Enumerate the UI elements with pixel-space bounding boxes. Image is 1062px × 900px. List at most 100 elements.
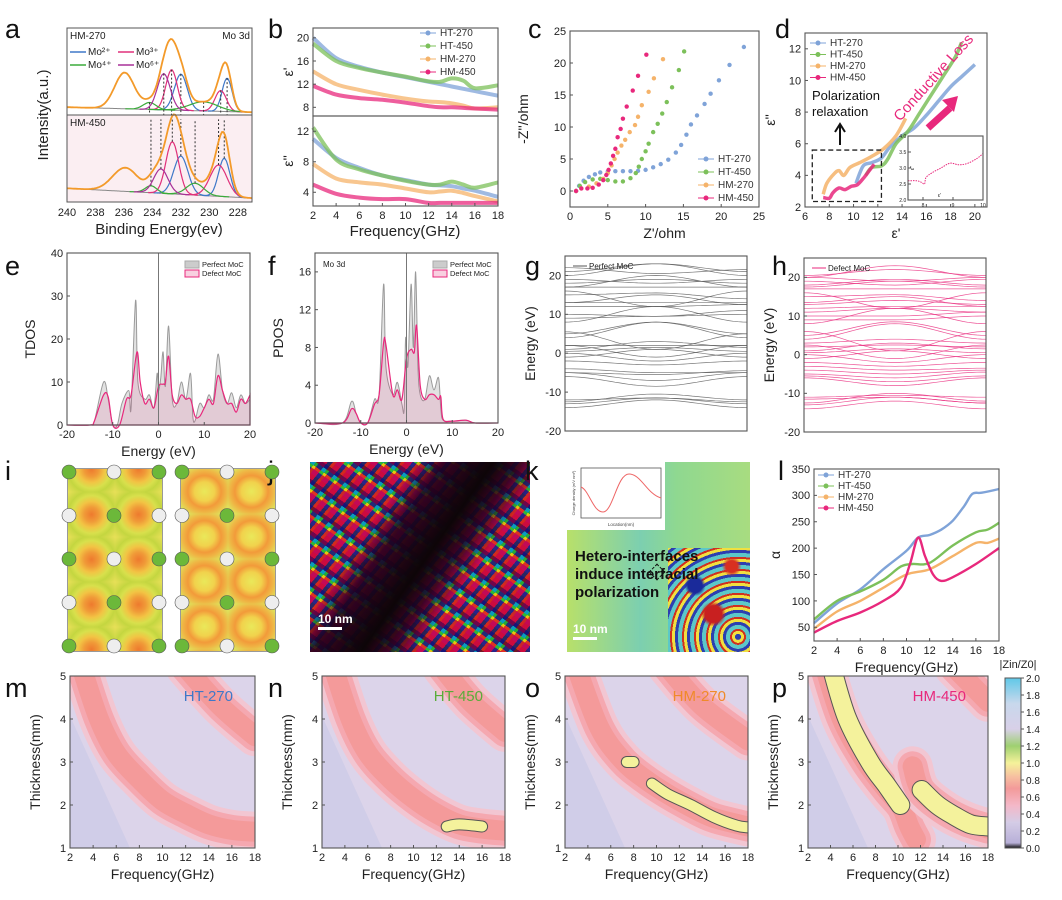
- band-line: [564, 290, 748, 307]
- band-line: [564, 275, 748, 288]
- low-impedance-region: [70, 716, 130, 848]
- legend-label: HM-450: [830, 73, 866, 84]
- x-tick-label: 14: [947, 645, 959, 657]
- y-tick-label: 2: [555, 800, 561, 812]
- band-line: [565, 360, 747, 366]
- data-point-HM-450: [624, 104, 629, 109]
- x-axis-label: Frequency(GHz): [111, 866, 214, 882]
- arrow-up-icon: [834, 122, 846, 145]
- panel-g-band-perfect: -20 -10 0 10 20 Perfect MoC Energy (eV): [522, 255, 748, 438]
- y-tick-label: 5: [60, 671, 66, 683]
- atom-carbon: [61, 638, 77, 654]
- y-tick-label: 250: [792, 517, 810, 529]
- band-line: [564, 263, 748, 272]
- x-tick-label: 2: [805, 852, 811, 864]
- x-tick-label: 18: [993, 645, 1005, 657]
- band-line: [804, 342, 987, 352]
- atom-mo: [219, 638, 235, 654]
- panel-d-cole-cole: 6 8 10 12 14 16 18 20 2 4 6 8 10 12 HT-270HT-450HM-270…: [762, 31, 988, 241]
- x-tick-label: 8: [631, 852, 637, 864]
- sample-label: HT-270: [184, 688, 233, 705]
- y-tick-label: 5: [798, 671, 804, 683]
- panel-label-k: k: [525, 456, 539, 486]
- y-tick-label: 5: [312, 671, 318, 683]
- data-point-HT-270: [708, 91, 713, 96]
- y-axis-label: ε'': [280, 155, 296, 167]
- atom-carbon: [264, 638, 280, 654]
- y-tick-label: 40: [51, 248, 63, 260]
- x-tick-label: 12: [430, 852, 442, 864]
- band-line: [804, 365, 986, 371]
- band-line: [803, 392, 987, 404]
- sample-label: HM-270: [673, 688, 726, 705]
- data-point-HM-270: [635, 114, 641, 119]
- series-HM-270: [813, 537, 1000, 630]
- atom-mo: [264, 508, 280, 523]
- colorbar-tick-label: 1.0: [1026, 759, 1040, 770]
- legend-label: HM-450: [718, 193, 754, 204]
- atom-carbon: [106, 595, 122, 610]
- x-axis-label: Z'/ohm: [643, 225, 685, 241]
- x-tick-label: 12: [673, 852, 685, 864]
- y-tick-label: 0: [560, 186, 566, 198]
- data-point-HT-270: [598, 170, 603, 175]
- data-point-HM-450: [610, 153, 616, 158]
- atom-carbon: [174, 464, 190, 480]
- legend-marker: [425, 69, 431, 75]
- data-point-HT-270: [694, 113, 700, 118]
- data-point-HM-450: [608, 161, 614, 166]
- y-tick-label: 6: [795, 139, 801, 151]
- x-tick-label: 14: [446, 210, 458, 222]
- peak-Mo3+: [148, 140, 198, 196]
- y-tick-label: 350: [792, 464, 810, 476]
- x-tick-label: 14: [937, 852, 949, 864]
- legend-marker: [815, 52, 821, 57]
- matched-region: [646, 778, 748, 833]
- inset-frame: [580, 467, 662, 519]
- x-tick-label: 238: [86, 207, 104, 219]
- conductive-arrow-icon: [925, 105, 953, 131]
- x-tick-label: 10: [399, 210, 411, 222]
- colorbar-tick-label: 0.2: [1026, 827, 1040, 838]
- y-tick-label: 4: [305, 380, 311, 392]
- band-line: [565, 368, 747, 374]
- data-point-HT-270: [741, 44, 747, 50]
- x-tick-label: 10: [847, 211, 859, 223]
- band-line: [803, 292, 987, 309]
- data-point-HT-450: [676, 67, 682, 73]
- y-tick-label: 100: [792, 596, 810, 608]
- x-tick-label: 4: [827, 852, 833, 864]
- panel-label-n: n: [268, 673, 283, 703]
- data-point-HM-450: [613, 146, 618, 151]
- band-line: [804, 265, 986, 278]
- legend-label: HM-450: [440, 67, 476, 78]
- y-axis-label: Thickness(mm): [279, 714, 295, 810]
- panel-label-p: p: [772, 673, 787, 703]
- band-line: [565, 292, 748, 300]
- legend-label: Defect MoC: [202, 269, 242, 278]
- x-tick-label: 25: [753, 211, 765, 223]
- band-line: [804, 371, 986, 379]
- band-line: [803, 369, 987, 375]
- y-axis-label: Energy (eV): [761, 308, 777, 383]
- y-tick-label: 12: [297, 79, 309, 91]
- data-point-HM-450: [618, 126, 623, 132]
- colorbar-tick-label: 2.0: [1026, 674, 1040, 685]
- band-line: [804, 315, 986, 321]
- matched-region: [441, 819, 488, 832]
- x-tick-label: 16: [226, 852, 238, 864]
- y-tick-label: 15: [554, 90, 566, 102]
- y-axis-label: TDOS: [22, 320, 38, 359]
- data-point-HM-270: [639, 103, 645, 108]
- x-axis-label: Frequency(GHz): [362, 866, 465, 882]
- panel-label-h: h: [772, 251, 787, 281]
- y-tick-label: 4: [795, 170, 801, 182]
- band-line: [565, 372, 747, 381]
- band-line: [804, 348, 986, 354]
- legend-swatch: [184, 269, 200, 278]
- arrow-head-icon: [942, 96, 958, 112]
- colorbar-tick-label: 0.4: [1026, 810, 1040, 821]
- data-point-HT-450: [620, 179, 626, 184]
- data-point-HT-270: [727, 62, 732, 68]
